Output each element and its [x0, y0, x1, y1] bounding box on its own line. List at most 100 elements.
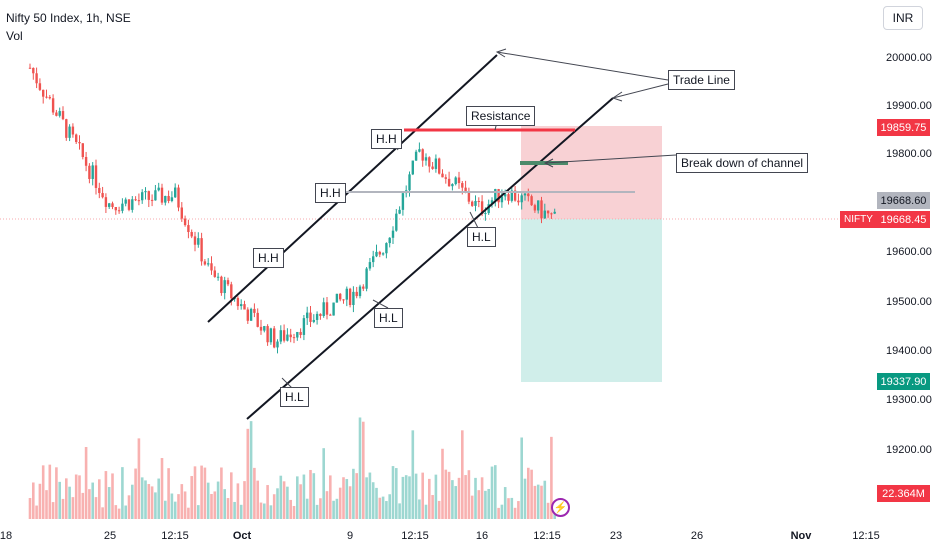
hl-label-1[interactable]: H.L: [280, 387, 309, 407]
volume-bar: [51, 502, 55, 519]
volume-bar: [35, 505, 38, 519]
volume-bar: [322, 448, 325, 519]
candle-body: [203, 261, 207, 265]
volume-bar: [530, 469, 533, 519]
candle-body: [480, 201, 484, 215]
volume-bar: [170, 493, 174, 519]
candle-body: [335, 293, 339, 303]
candle-body: [197, 238, 200, 245]
volume-bar: [131, 484, 134, 519]
hh-label-3[interactable]: H.H: [371, 129, 402, 149]
volume-bar: [272, 494, 276, 519]
candle-body: [494, 189, 497, 201]
hh-label-2[interactable]: H.H: [315, 183, 346, 203]
candle-body: [266, 326, 269, 343]
last-close-price-tag: 19668.60: [877, 192, 930, 209]
volume-bar: [414, 473, 418, 519]
volume-bar: [249, 421, 253, 519]
volume-bar: [497, 507, 500, 519]
volume-bar: [233, 501, 236, 519]
hl-label-3[interactable]: H.L: [467, 227, 496, 247]
candle-body: [28, 67, 32, 69]
volume-bar: [269, 505, 273, 519]
time-tick: 9: [346, 530, 354, 542]
candle-body: [444, 177, 447, 179]
volume-bar: [494, 465, 497, 519]
candle-body: [378, 251, 381, 255]
currency-button[interactable]: INR: [883, 6, 923, 30]
candle-body: [398, 209, 401, 214]
volume-bar: [154, 492, 157, 519]
arrowhead-2: [611, 91, 623, 102]
hh-label-1[interactable]: H.H: [253, 248, 284, 268]
volume-bar: [391, 466, 395, 519]
candle-body: [408, 174, 411, 191]
candle-body: [424, 157, 428, 161]
candle-body: [51, 98, 55, 113]
candle-body: [550, 213, 553, 215]
volume-bar: [365, 477, 368, 519]
volume-bar: [117, 508, 121, 519]
price-tick: 19400.00: [886, 345, 932, 357]
candle-body: [553, 211, 556, 214]
volume-bar: [523, 478, 527, 519]
volume-bar: [464, 475, 467, 519]
candle-body: [263, 326, 266, 331]
volume-bar: [329, 475, 332, 519]
candle-body: [88, 165, 91, 179]
volume-bar: [315, 504, 319, 519]
symbol-title[interactable]: Nifty 50 Index, 1h, NSE: [6, 11, 131, 25]
volume-bar: [210, 493, 213, 519]
trade-line-label[interactable]: Trade Line: [668, 70, 735, 90]
resistance-label[interactable]: Resistance: [466, 106, 536, 126]
volume-bar: [61, 498, 65, 519]
candle-body: [157, 187, 160, 191]
lightning-bolt-icon[interactable]: ⚡: [551, 498, 570, 517]
volume-bar: [424, 504, 428, 519]
volume-bar: [398, 503, 401, 519]
candle-body: [345, 288, 348, 300]
candle-body: [457, 177, 461, 184]
candle-body: [332, 302, 335, 316]
trade-line-arrow-2: [612, 83, 669, 99]
volume-bar: [246, 428, 250, 519]
volume-bar: [352, 468, 355, 519]
volume-bar: [507, 498, 510, 519]
volume-bar: [150, 486, 154, 519]
trade-line-arrow-1: [496, 51, 669, 81]
time-tick: 18: [0, 530, 13, 542]
volume-bar: [28, 498, 32, 519]
candle-body: [187, 225, 190, 233]
volume-bar: [292, 505, 296, 519]
candle-body: [101, 193, 104, 198]
candle-body: [127, 199, 131, 210]
candle-body: [164, 195, 167, 203]
volume-indicator-label[interactable]: Vol: [6, 29, 23, 43]
volume-bar: [32, 482, 35, 519]
volume-bar: [253, 467, 256, 519]
volume-bar: [98, 479, 101, 519]
volume-bar: [461, 430, 464, 519]
volume-bar: [55, 467, 58, 519]
candle-body: [210, 263, 213, 271]
candle-body: [355, 291, 358, 297]
arrowhead-1: [495, 48, 507, 58]
price-tick: 19800.00: [886, 148, 932, 160]
candle-body: [540, 200, 543, 219]
candle-body: [451, 184, 454, 187]
candle-body: [342, 299, 345, 301]
candle-body: [269, 328, 273, 343]
candle-body: [150, 199, 154, 201]
candle-body: [497, 189, 500, 203]
volume-bar: [71, 497, 75, 519]
candle-body: [467, 191, 471, 202]
time-tick: 16: [475, 530, 489, 542]
candle-body: [348, 288, 352, 305]
price-tick: 20000.00: [886, 52, 932, 64]
break-down-label[interactable]: Break down of channel: [676, 153, 809, 173]
candle-body: [388, 237, 391, 244]
hl-label-2[interactable]: H.L: [374, 308, 403, 328]
volume-bar: [332, 500, 335, 519]
volume-bar: [375, 487, 378, 519]
